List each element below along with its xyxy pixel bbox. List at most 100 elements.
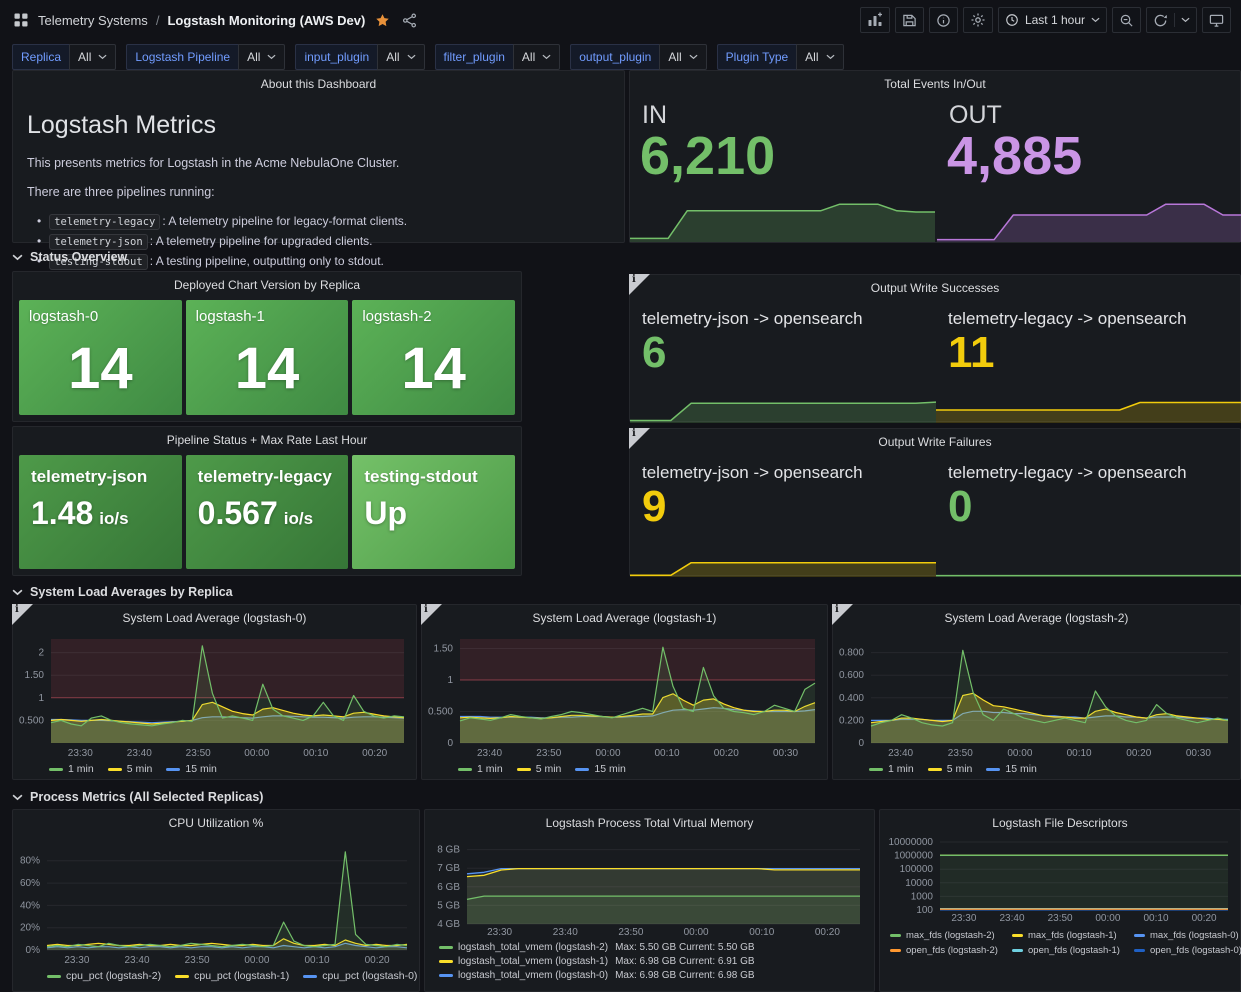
legend-item[interactable]: 1 min [49, 763, 94, 775]
legend-item[interactable]: 5 min [107, 763, 152, 775]
chart-legend: max_fds (logstash-2) max_fds (logstash-1)… [890, 930, 1241, 956]
stat-events-in: IN 6,210 [630, 97, 935, 242]
filter-value-dropdown[interactable]: All [659, 44, 707, 70]
filter-value-dropdown[interactable]: All [238, 44, 286, 70]
panel-info-icon[interactable] [629, 428, 650, 449]
dashboard-insights-button[interactable] [928, 7, 958, 33]
kiosk-mode-button[interactable] [1202, 7, 1231, 33]
about-intro: This presents metrics for Logstash in th… [27, 156, 400, 170]
filter-label: input_plugin [295, 44, 378, 70]
legend-item[interactable]: 1 min [458, 763, 503, 775]
legend-swatch [175, 974, 190, 978]
panel-total-virtual-memory: Logstash Process Total Virtual Memory 4 … [424, 809, 875, 992]
legend-item[interactable]: cpu_pct (logstash-1) [175, 970, 289, 982]
save-dashboard-button[interactable] [894, 7, 924, 33]
virtual-memory-chart[interactable]: 4 GB 5 GB 6 GB 7 GB 8 GB 23:30 23:40 23:50 00:00… [431, 838, 868, 938]
zoom-out-button[interactable] [1112, 7, 1141, 33]
legend-item[interactable]: logstash_total_vmem (logstash-0) Max: 6.9… [439, 970, 755, 981]
breadcrumb-page[interactable]: Logstash Monitoring (AWS Dev) [167, 12, 366, 28]
panel-title[interactable]: Output Write Successes [870, 281, 1000, 295]
chevron-down-icon [689, 54, 698, 60]
system-load-chart-logstash-0[interactable]: 0.500 1 1.50 2 23:30 23:40 23:50 00:00 00:10 00:2… [17, 633, 412, 759]
legend-item[interactable]: max_fds (logstash-0) [1134, 930, 1241, 941]
legend-item[interactable]: logstash_total_vmem (logstash-1) Max: 6.9… [439, 956, 755, 967]
share-icon[interactable] [400, 11, 419, 30]
svg-text:100: 100 [916, 905, 933, 916]
legend-swatch [1134, 949, 1145, 952]
legend-item[interactable]: cpu_pct (logstash-0) [303, 970, 417, 982]
system-load-chart-logstash-2[interactable]: 0 0.200 0.400 0.600 0.800 23:40 23:50 00:00 00:1… [837, 633, 1236, 759]
gear-icon [971, 13, 985, 27]
failure-json-sparkline[interactable] [630, 541, 936, 577]
svg-text:60%: 60% [20, 878, 40, 889]
filter-plugin-type: Plugin Type All [716, 44, 844, 70]
stat-tile-telemetry-legacy: telemetry-legacy 0.567 io/s [185, 455, 349, 569]
chart-legend: 1 min 5 min 15 min [869, 763, 1037, 775]
panel-title[interactable]: System Load Average (logstash-2) [944, 611, 1129, 625]
stat-tiles: telemetry-json 1.48 io/s telemetry-legac… [19, 455, 516, 569]
legend-item[interactable]: max_fds (logstash-1) [1012, 930, 1130, 941]
filter-value-dropdown[interactable]: All [796, 44, 844, 70]
svg-text:23:30: 23:30 [68, 748, 93, 759]
add-panel-button[interactable] [859, 7, 890, 33]
legend-item[interactable]: open_fds (logstash-1) [1012, 945, 1130, 956]
refresh-button[interactable] [1146, 7, 1197, 33]
panel-title[interactable]: Deployed Chart Version by Replica [173, 278, 361, 292]
panel-title[interactable]: Total Events In/Out [884, 77, 986, 91]
panel-info-icon[interactable] [12, 604, 33, 625]
panel-info-icon[interactable] [421, 604, 442, 625]
favorite-star-icon[interactable] [373, 11, 392, 30]
events-in-sparkline[interactable] [630, 180, 935, 242]
panel-title[interactable]: CPU Utilization % [168, 816, 264, 830]
events-out-sparkline[interactable] [937, 180, 1241, 242]
legend-item[interactable]: logstash_total_vmem (logstash-2) Max: 5.5… [439, 942, 755, 953]
stat-label: logstash-0 [29, 308, 99, 325]
row-process-metrics[interactable]: Process Metrics (All Selected Replicas) [12, 789, 263, 805]
refresh-icon [1154, 14, 1167, 26]
about-content: Logstash Metrics This presents metrics f… [13, 97, 624, 270]
row-system-load[interactable]: System Load Averages by Replica [12, 584, 233, 600]
panel-info-icon[interactable] [832, 604, 853, 625]
panel-title[interactable]: System Load Average (logstash-0) [122, 611, 307, 625]
panel-title[interactable]: Logstash Process Total Virtual Memory [545, 816, 754, 830]
svg-text:00:10: 00:10 [1067, 748, 1092, 759]
dashboard-settings-button[interactable] [962, 7, 993, 33]
legend-item[interactable]: 1 min [869, 763, 914, 775]
panel-about-this-dashboard: About this Dashboard Logstash Metrics Th… [12, 70, 625, 270]
row-status-overview[interactable]: Status Overview [12, 249, 127, 265]
success-json-sparkline[interactable] [630, 385, 937, 423]
success-legacy-sparkline[interactable] [936, 385, 1241, 423]
panel-title[interactable]: Logstash File Descriptors [992, 816, 1128, 830]
failure-legacy-sparkline[interactable] [936, 541, 1241, 577]
legend-item[interactable]: 15 min [575, 763, 626, 775]
legend-item[interactable]: 5 min [516, 763, 561, 775]
time-range-picker[interactable]: Last 1 hour [997, 7, 1107, 33]
filter-value-dropdown[interactable]: All [69, 44, 117, 70]
svg-text:1000000: 1000000 [894, 851, 933, 862]
filter-value-dropdown[interactable]: All [377, 44, 425, 70]
panel-title[interactable]: About this Dashboard [260, 77, 377, 91]
file-descriptors-chart[interactable]: 100 1000 10000 100000 1000000 10000000 23:30 23… [884, 837, 1236, 924]
breadcrumb-root[interactable]: Telemetry Systems [38, 12, 148, 28]
stat-value: 6 [642, 328, 667, 377]
stat-value: 14 [68, 336, 133, 401]
cpu-utilization-chart[interactable]: 0% 20% 40% 60% 80% 23:30 23:40 23:50 00:00 00:10 0… [17, 838, 415, 966]
breadcrumb-separator: / [155, 12, 160, 28]
legend-item[interactable]: 15 min [986, 763, 1037, 775]
panel-title[interactable]: Output Write Failures [878, 435, 992, 449]
system-load-chart-logstash-1[interactable]: 0 0.500 1 1.50 23:40 23:50 00:00 00:10 00:20 00:3… [426, 633, 823, 759]
legend-item[interactable]: open_fds (logstash-0) [1134, 945, 1241, 956]
panel-title[interactable]: Pipeline Status + Max Rate Last Hour [166, 433, 368, 447]
legend-item[interactable]: 15 min [166, 763, 217, 775]
legend-values: Max: 6.98 GB Current: 6.98 GB [615, 970, 755, 981]
svg-text:23:50: 23:50 [1048, 913, 1073, 924]
filter-value-dropdown[interactable]: All [512, 44, 561, 70]
legend-item[interactable]: open_fds (logstash-2) [890, 945, 1008, 956]
legend-item[interactable]: cpu_pct (logstash-2) [47, 970, 161, 982]
panel-title[interactable]: System Load Average (logstash-1) [532, 611, 717, 625]
dashboards-grid-icon[interactable] [12, 11, 30, 29]
legend-item[interactable]: 5 min [927, 763, 972, 775]
svg-text:23:30: 23:30 [951, 913, 976, 924]
legend-item[interactable]: max_fds (logstash-2) [890, 930, 1008, 941]
panel-info-icon[interactable] [629, 274, 650, 295]
